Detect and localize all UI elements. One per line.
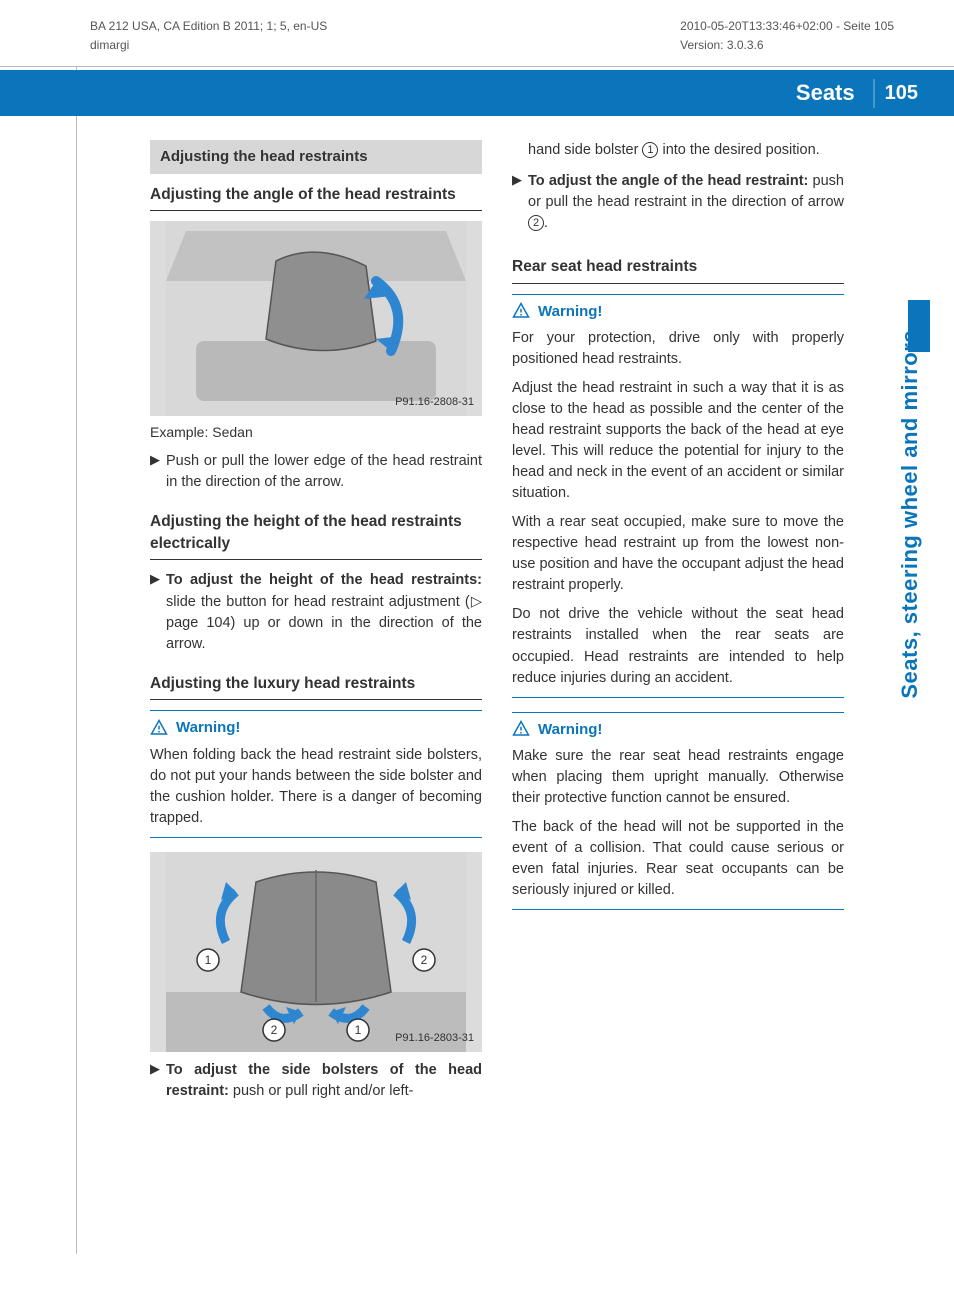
cont-b: into the desired position. [658,142,819,158]
header-metadata: BA 212 USA, CA Edition B 2011; 1; 5, en-… [90,18,894,55]
bullet-marker-icon: ▶ [150,1060,166,1102]
heading-bar-adjusting: Adjusting the head restraints [150,140,482,174]
callout-1: 1 [642,142,658,158]
left-rule [76,66,77,1254]
warning2-p3: With a rear seat occupied, make sure to … [512,512,844,596]
bullet-angle-adjust: ▶ To adjust the angle of the head restra… [512,171,844,234]
warning2-title: Warning! [538,301,602,323]
figure1-caption: Example: Sedan [150,422,482,442]
cont-a: hand side bolster [528,142,642,158]
bullet-marker-icon: ▶ [150,451,166,493]
bullet-marker-icon: ▶ [512,171,528,234]
figure-luxury-headrest: 1 2 2 1 P91.16-2803-31 [150,852,482,1052]
warning3-title: Warning! [538,719,602,741]
side-tab-label: Seats, steering wheel and mirrors [894,330,926,699]
doc-id-line1: BA 212 USA, CA Edition B 2011; 1; 5, en-… [90,18,327,35]
banner-section-title: Seats [796,77,855,109]
content-area: Adjusting the head restraints Adjusting … [150,140,844,1264]
warning3-p2: The back of the head will not be support… [512,817,844,901]
figure2-code: P91.16-2803-31 [395,1031,474,1047]
top-rule [0,66,954,67]
doc-timestamp: 2010-05-20T13:33:46+02:00 - Seite 105 [680,18,894,35]
bullet4-text: To adjust the angle of the head restrain… [528,171,844,234]
subheading-rear-seat: Rear seat head restraints [512,256,844,283]
warning-rear-engage: Warning! Make sure the rear seat head re… [512,712,844,911]
bullet3-rest: push or pull right and/or left- [229,1083,414,1099]
subheading-luxury: Adjusting the luxury head restraints [150,673,482,700]
bullet-side-bolster: ▶ To adjust the side bolsters of the hea… [150,1060,482,1102]
svg-text:2: 2 [271,1023,278,1037]
bullet2-rest: slide the button for head restraint adju… [166,594,482,652]
warning2-p2: Adjust the head restraint in such a way … [512,378,844,504]
subheading-height-electric: Adjusting the height of the head restrai… [150,511,482,561]
bullet-push-pull: ▶ Push or pull the lower edge of the hea… [150,451,482,493]
figure1-code: P91.16-2808-31 [395,395,474,411]
bullet-height-adjust: ▶ To adjust the height of the head restr… [150,570,482,654]
banner-page-number: 105 [873,79,928,108]
bullet1-text: Push or pull the lower edge of the head … [166,451,482,493]
figure-headrest-angle: P91.16-2808-31 [150,221,482,416]
warning-icon [150,719,168,737]
warning-trap: Warning! When folding back the head rest… [150,710,482,838]
page-banner: Seats 105 [0,70,954,116]
bullet2-text: To adjust the height of the head restrai… [166,570,482,654]
continuation-text: hand side bolster 1 into the desired pos… [512,140,844,161]
bullet4-rest-b: . [544,215,548,231]
svg-text:1: 1 [355,1023,362,1037]
warning-rear-protection: Warning! For your protection, drive only… [512,294,844,698]
bullet2-bold: To adjust the height of the head restrai… [166,572,482,588]
warning1-title: Warning! [176,717,240,739]
warning3-p1: Make sure the rear seat head restraints … [512,746,844,809]
subheading-angle: Adjusting the angle of the head restrain… [150,184,482,211]
warning-icon [512,720,530,738]
bullet-marker-icon: ▶ [150,570,166,654]
bullet4-bold: To adjust the angle of the head restrain… [528,173,808,189]
doc-id-line2: dimargi [90,37,327,54]
callout-2: 2 [528,215,544,231]
warning-icon [512,302,530,320]
bullet3-text: To adjust the side bolsters of the head … [166,1060,482,1102]
svg-text:1: 1 [205,953,212,967]
left-column: Adjusting the head restraints Adjusting … [150,140,482,1264]
svg-text:2: 2 [421,953,428,967]
warning2-p4: Do not drive the vehicle without the sea… [512,604,844,688]
warning2-p1: For your protection, drive only with pro… [512,328,844,370]
doc-version: Version: 3.0.3.6 [680,37,894,54]
warning1-body: When folding back the head restraint sid… [150,745,482,829]
right-column: hand side bolster 1 into the desired pos… [512,140,844,1264]
